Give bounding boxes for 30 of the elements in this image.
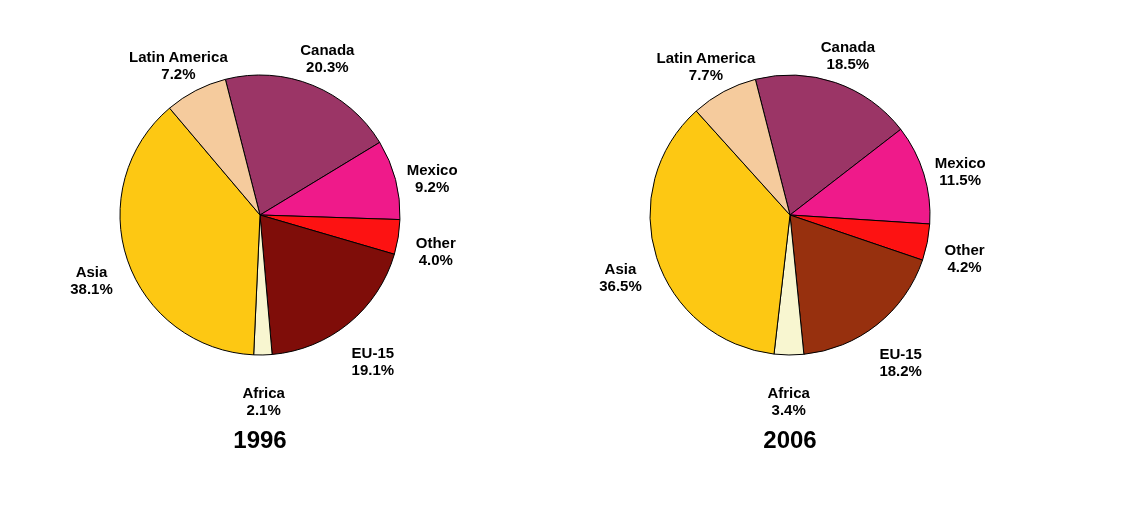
slice-label: Latin America bbox=[129, 47, 229, 65]
text: 1996 bbox=[233, 426, 287, 453]
data-label: 38.1% bbox=[70, 280, 113, 298]
slice-label: Africa bbox=[242, 383, 286, 401]
slice-label: Africa bbox=[767, 383, 811, 401]
data-label: 4.2% bbox=[947, 257, 982, 275]
data-label: 2.1% bbox=[246, 400, 281, 418]
slice-label: Asia bbox=[75, 263, 109, 281]
data-label: 20.3% bbox=[306, 58, 349, 76]
text: 2006 bbox=[763, 426, 817, 453]
data-label: 7.2% bbox=[161, 64, 196, 82]
data-label: 18.5% bbox=[826, 54, 870, 72]
slice-label: Asia bbox=[604, 260, 637, 278]
slice-label: Latin America bbox=[656, 49, 756, 67]
data-label: 18.2% bbox=[879, 362, 922, 380]
slice-label: Canada bbox=[820, 37, 876, 55]
data-label: 36.5% bbox=[599, 277, 642, 295]
data-label: 11.5% bbox=[939, 170, 982, 188]
slice-label: EU-15 bbox=[351, 343, 395, 361]
slice-label: Mexico bbox=[934, 153, 986, 171]
slice-label: Other bbox=[944, 240, 985, 258]
data-label: 3.4% bbox=[771, 400, 806, 418]
data-label: 19.1% bbox=[351, 360, 395, 378]
slice-label: EU-15 bbox=[879, 345, 922, 363]
data-label: 7.7% bbox=[688, 66, 724, 84]
slice-label: Mexico bbox=[406, 160, 458, 178]
slice-label: Canada bbox=[300, 41, 356, 59]
slice-label: Other bbox=[415, 234, 456, 252]
data-label: 4.0% bbox=[418, 251, 453, 269]
data-label: 9.2% bbox=[415, 177, 450, 195]
